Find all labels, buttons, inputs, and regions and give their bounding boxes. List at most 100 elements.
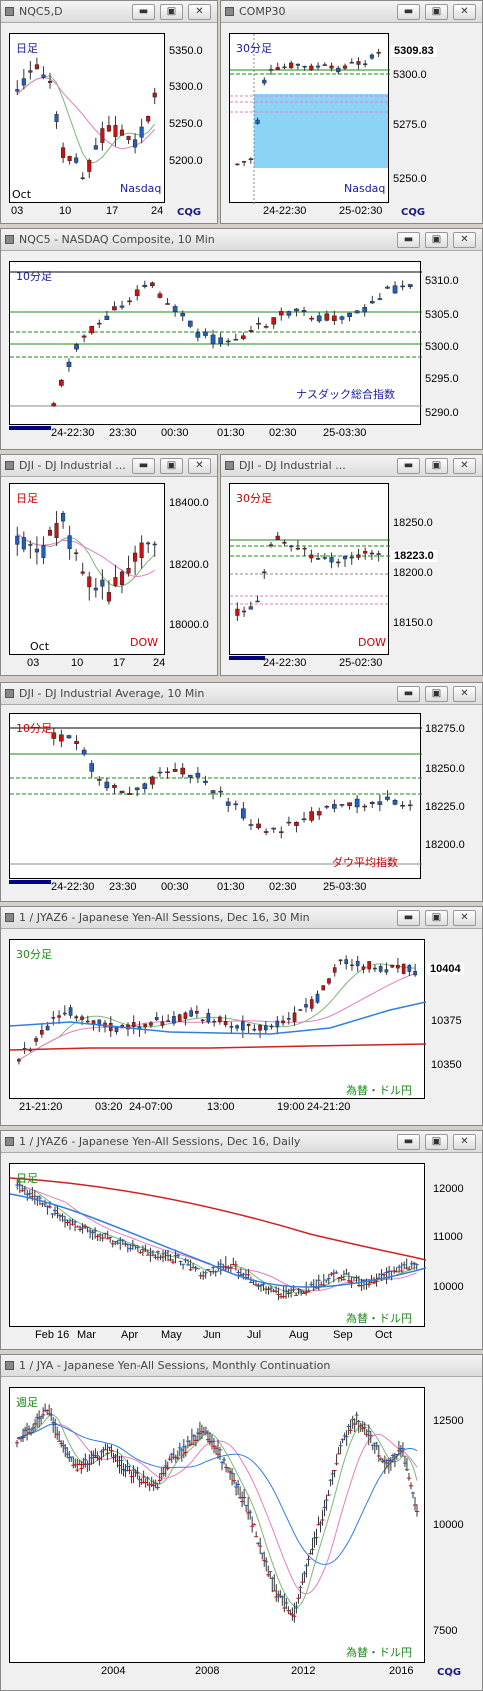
close-button[interactable]: ✕ — [453, 1134, 476, 1150]
maximize-button[interactable]: ▣ — [160, 458, 183, 474]
close-button[interactable]: ✕ — [188, 458, 211, 474]
close-button[interactable]: ✕ — [453, 458, 476, 474]
chart-area[interactable]: 30分足 為替・ドル円 — [9, 939, 426, 1099]
chart-area[interactable]: 日足 DOW Oct — [9, 483, 165, 655]
minimize-button[interactable]: ▬ — [397, 232, 420, 248]
window-jya-monthly[interactable]: 1 / JYA - Japanese Yen-All Sessions, Mon… — [0, 1354, 483, 1691]
minimize-button[interactable]: ▬ — [397, 458, 420, 474]
candle-body — [150, 776, 155, 785]
minimize-button[interactable]: ▬ — [132, 458, 155, 474]
close-button[interactable]: ✕ — [453, 910, 476, 926]
x-tick: 03 — [27, 657, 40, 669]
minimize-button[interactable]: ▬ — [132, 4, 155, 20]
maximize-button[interactable]: ▣ — [425, 232, 448, 248]
x-tick: 03:20 — [95, 1101, 123, 1113]
close-button[interactable]: ✕ — [453, 686, 476, 702]
window-title: 1 / JYAZ6 - Japanese Yen-All Sessions, D… — [19, 1135, 301, 1148]
close-button[interactable]: ✕ — [453, 232, 476, 248]
candle-body — [218, 790, 223, 793]
x-tick: May — [161, 1329, 182, 1341]
chart-area[interactable]: 日足 為替・ドル円 — [9, 1163, 426, 1327]
window-dji-30min[interactable]: DJI - DJ Industrial ... ▬ ▣ ✕ 30分足 DOW 1… — [220, 454, 483, 676]
close-button[interactable]: ✕ — [188, 4, 211, 20]
candle-body — [62, 1012, 67, 1015]
candle-body — [347, 802, 352, 806]
candle-body — [81, 335, 87, 338]
candle-body — [218, 337, 223, 344]
title-bar[interactable]: COMP30 ▬ ▣ ✕ — [221, 1, 482, 23]
title-bar[interactable]: 1 / JYA - Japanese Yen-All Sessions, Mon… — [1, 1355, 482, 1377]
candle-body — [407, 965, 412, 972]
candle-body — [281, 1020, 285, 1024]
candle-body — [316, 315, 322, 322]
window-icon — [5, 913, 14, 922]
candle-body — [252, 1028, 257, 1031]
candle-body — [347, 312, 352, 317]
x-tick: 24-22:30 — [263, 205, 307, 217]
candle-body — [113, 125, 118, 137]
candle-body — [89, 326, 95, 334]
candle-body — [112, 785, 117, 788]
candle-body — [45, 1025, 50, 1031]
candle-body — [34, 1038, 38, 1042]
candle-body — [248, 158, 253, 161]
maximize-button[interactable]: ▣ — [425, 686, 448, 702]
candle-body — [294, 821, 299, 826]
maximize-button[interactable]: ▣ — [160, 4, 183, 20]
title-bar[interactable]: DJI - DJ Industrial ... ▬ ▣ ✕ — [221, 455, 482, 477]
candle-body — [329, 557, 334, 563]
chart-area[interactable]: 週足 為替・ドル円 — [9, 1387, 425, 1663]
chart-area[interactable]: 30分足 Nasdaq — [229, 33, 390, 204]
candle-body — [309, 554, 314, 559]
candle-body — [131, 1022, 136, 1027]
maximize-button[interactable]: ▣ — [425, 458, 448, 474]
title-bar[interactable]: DJI - DJ Industrial Average, 10 Min ▬ ▣ … — [1, 683, 482, 705]
chart-area[interactable]: 30分足 DOW — [229, 483, 390, 655]
window-dji-10min[interactable]: DJI - DJ Industrial Average, 10 Min ▬ ▣ … — [0, 682, 483, 902]
window-dji-daily[interactable]: DJI - DJ Industrial ... ▬ ▣ ✕ 日足 DOW Oct… — [0, 454, 218, 676]
y-tick: 18250.0 — [393, 517, 433, 529]
candle-body — [104, 781, 110, 789]
candle-body — [369, 552, 375, 555]
chart-area[interactable]: 10分足 ダウ平均指数 — [9, 713, 422, 879]
minimize-button[interactable]: ▬ — [397, 4, 420, 20]
candle-body — [361, 966, 366, 970]
candle-body — [324, 806, 330, 808]
minimize-button[interactable]: ▬ — [397, 686, 420, 702]
x-tick: 02:30 — [269, 881, 297, 893]
window-jyaz6-30min[interactable]: 1 / JYAZ6 - Japanese Yen-All Sessions, D… — [0, 906, 483, 1126]
x-tick: 2012 — [291, 1665, 316, 1677]
window-icon — [5, 235, 14, 244]
maximize-button[interactable]: ▣ — [425, 910, 448, 926]
title-bar[interactable]: 1 / JYAZ6 - Japanese Yen-All Sessions, D… — [1, 1131, 482, 1153]
candle-body — [355, 960, 360, 966]
y-tick: 10375 — [431, 1015, 462, 1027]
window-nqc5-10min[interactable]: NQC5 - NASDAQ Composite, 10 Min ▬ ▣ ✕ 10… — [0, 228, 483, 450]
window-comp30[interactable]: COMP30 ▬ ▣ ✕ 30分足 Nasdaq 5309.83 5300.0 … — [220, 0, 483, 224]
title-bar[interactable]: DJI - DJ Industrial ... ▬ ▣ ✕ — [1, 455, 217, 477]
maximize-button[interactable]: ▣ — [425, 4, 448, 20]
chart-area[interactable]: 日足 Nasdaq Oct — [9, 33, 165, 203]
candle-body — [93, 145, 98, 150]
window-icon — [5, 461, 14, 470]
window-nqc5-daily[interactable]: NQC5,D ▬ ▣ ✕ 日足 Nasdaq Oct 5350.0 5300.0… — [0, 0, 218, 224]
title-bar[interactable]: NQC5 - NASDAQ Composite, 10 Min ▬ ▣ ✕ — [1, 229, 482, 251]
chart-area[interactable]: 10分足 ナスダック総合指数 — [9, 261, 422, 425]
title-bar[interactable]: 1 / JYAZ6 - Japanese Yen-All Sessions, D… — [1, 907, 482, 929]
candle-body — [80, 571, 85, 574]
candle-body — [241, 610, 247, 613]
session-bar — [9, 426, 51, 430]
close-button[interactable]: ✕ — [453, 4, 476, 20]
candle-body — [80, 177, 85, 179]
window-jyaz6-daily[interactable]: 1 / JYAZ6 - Japanese Yen-All Sessions, D… — [0, 1130, 483, 1350]
window-title: DJI - DJ Industrial ... — [239, 459, 346, 472]
candle-body — [339, 804, 345, 806]
title-bar[interactable]: NQC5,D ▬ ▣ ✕ — [1, 1, 217, 23]
candle-body — [354, 798, 360, 808]
moving-average-line — [18, 973, 416, 1061]
x-tick: 24-07:00 — [129, 1101, 173, 1113]
minimize-button[interactable]: ▬ — [397, 910, 420, 926]
candle-body — [390, 964, 394, 968]
minimize-button[interactable]: ▬ — [397, 1134, 420, 1150]
maximize-button[interactable]: ▣ — [425, 1134, 448, 1150]
